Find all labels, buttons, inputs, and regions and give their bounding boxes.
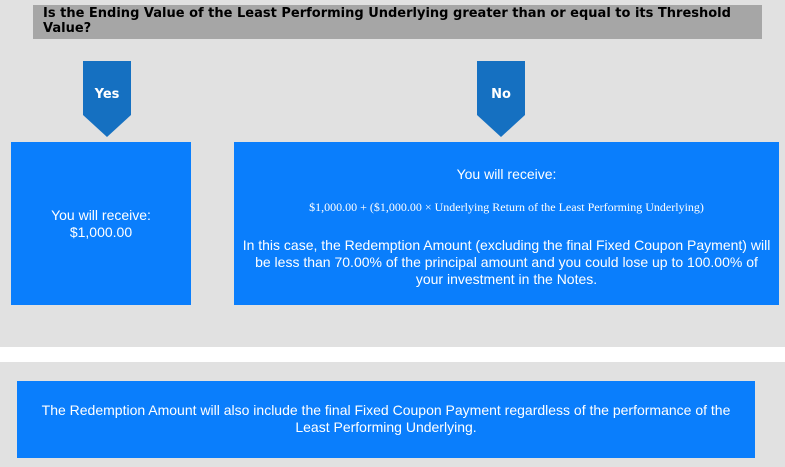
- yes-amount: $1,000.00: [69, 223, 133, 240]
- no-label: No: [491, 87, 511, 102]
- no-loss-note: In this case, the Redemption Amount (exc…: [242, 237, 771, 287]
- yes-arrow: Yes: [83, 61, 131, 139]
- yes-receive-label: You will receive:: [51, 206, 151, 223]
- down-arrow-icon: [83, 61, 131, 137]
- yes-outcome-box: You will receive: $1,000.00: [11, 142, 191, 305]
- no-arrow: No: [477, 61, 525, 139]
- question-banner: Is the Ending Value of the Least Perform…: [33, 5, 762, 39]
- final-coupon-box: The Redemption Amount will also include …: [17, 381, 755, 458]
- final-coupon-note: The Redemption Amount will also include …: [41, 401, 731, 435]
- yes-label: Yes: [94, 87, 120, 102]
- no-formula: $1,000.00 + ($1,000.00 × Underlying Retu…: [309, 200, 704, 214]
- no-outcome-box: You will receive: $1,000.00 + ($1,000.00…: [234, 142, 779, 305]
- question-text: Is the Ending Value of the Least Perform…: [43, 6, 731, 36]
- down-arrow-icon: [477, 61, 525, 137]
- no-receive-label: You will receive:: [456, 166, 557, 182]
